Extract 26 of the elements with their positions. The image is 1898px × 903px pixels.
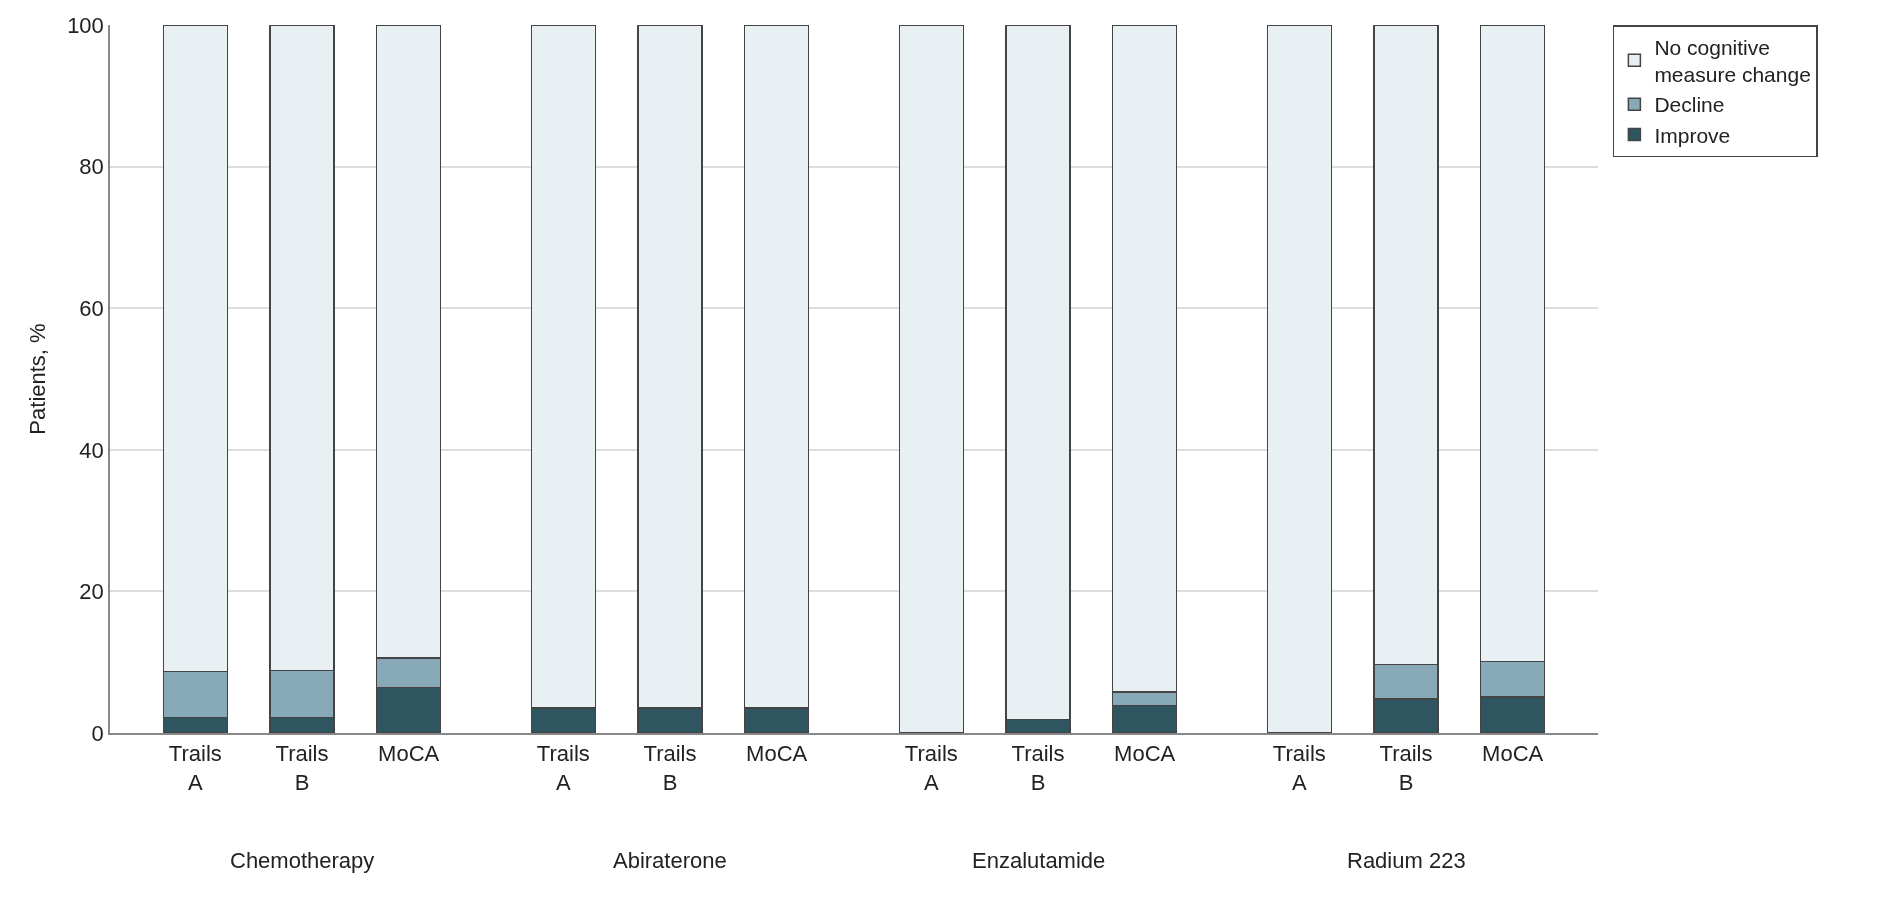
y-tick-label: 80: [79, 154, 104, 180]
y-tick-label: 100: [67, 12, 104, 38]
x-tick-label: Trails B: [1011, 741, 1065, 795]
legend-label: Decline: [1654, 93, 1725, 117]
x-tick-label: MoCA: [746, 741, 808, 767]
x-tick-label: Trails B: [643, 741, 697, 795]
y-tick-label: 40: [79, 437, 104, 463]
x-tick-label: Trails A: [536, 741, 590, 795]
y-tick-label: 0: [91, 720, 104, 746]
text: Radium 223: [1347, 848, 1466, 873]
x-tick-label: Trails A: [904, 741, 958, 795]
y-axis-title: Patients, %: [25, 323, 51, 435]
x-tick-label: Trails A: [168, 741, 222, 795]
x-tick-label: Trails A: [1272, 741, 1326, 795]
x-tick-label: MoCA: [378, 741, 440, 767]
x-tick-label: MoCA: [1114, 741, 1176, 767]
legend-label: No cognitive measure change: [1654, 35, 1811, 87]
x-tick-label: Trails B: [1379, 741, 1433, 795]
text: Abiraterone: [613, 848, 727, 873]
text: Enzalutamide: [972, 848, 1106, 873]
x-tick-label: MoCA: [1482, 741, 1544, 767]
y-tick-label: 20: [79, 579, 104, 605]
text: Chemotherapy: [230, 848, 375, 873]
y-tick-label: 60: [79, 295, 104, 321]
x-tick-label: Trails B: [275, 741, 329, 795]
legend-label: Improve: [1654, 123, 1731, 147]
